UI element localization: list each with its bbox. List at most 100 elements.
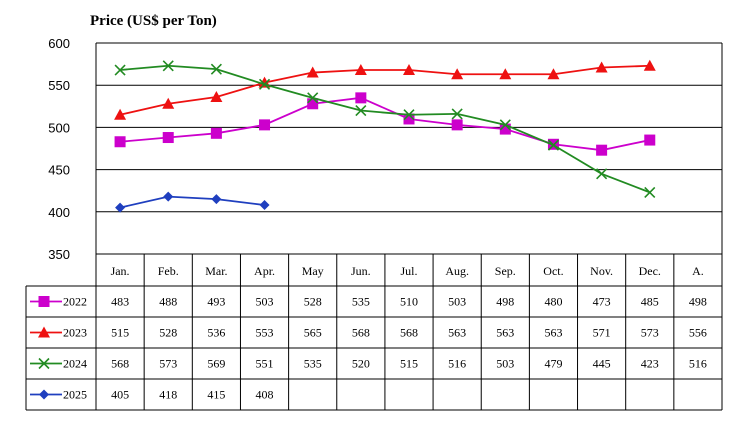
- table-cell-value: 418: [159, 388, 177, 402]
- table-cell-value: 573: [641, 326, 659, 340]
- data-point-2025: [259, 200, 270, 211]
- series-line-2022: [119, 96, 650, 152]
- legend-entry-2025: 2025: [30, 388, 87, 402]
- category-label: Mar.: [205, 264, 227, 278]
- series-line-2023: [119, 64, 650, 116]
- table-cell-value: 480: [544, 295, 562, 309]
- table-cell-value: 520: [352, 357, 370, 371]
- table-cell-value: 568: [111, 357, 129, 371]
- data-point-2023: [547, 68, 560, 80]
- table-cell-value: 563: [448, 326, 466, 340]
- data-point-2023: [306, 66, 319, 78]
- legend-label: 2024: [63, 357, 87, 371]
- series-line-2025: [119, 195, 265, 209]
- table-cell-value: 503: [496, 357, 514, 371]
- legend-entry-2022: 2022: [30, 295, 87, 309]
- y-tick-label: 550: [48, 78, 70, 93]
- data-point-2023: [114, 108, 127, 120]
- data-point-2023: [595, 61, 608, 73]
- data-point-2024: [596, 168, 608, 180]
- data-point-2025: [211, 194, 222, 205]
- table-cell-value: 510: [400, 295, 418, 309]
- table-cell-value: 445: [593, 357, 611, 371]
- data-point-2024: [307, 92, 319, 104]
- data-point-2022: [307, 98, 319, 110]
- table-cell-value: 405: [111, 388, 129, 402]
- table-cell-value: 573: [159, 357, 177, 371]
- data-point-2022: [259, 119, 271, 131]
- table-cell-value: 528: [304, 295, 322, 309]
- data-point-2023: [403, 64, 415, 76]
- legend-marker: [39, 389, 49, 400]
- data-point-2022: [596, 144, 608, 156]
- category-label: Jun.: [351, 264, 371, 278]
- data-point-2024: [499, 119, 511, 131]
- data-point-2023: [499, 68, 512, 80]
- table-cell-value: 473: [593, 295, 611, 309]
- data-point-2024: [451, 108, 463, 120]
- table-cell-value: 568: [352, 326, 370, 340]
- series-2023: [114, 59, 656, 120]
- legend-marker: [38, 296, 50, 307]
- category-label: Dec.: [639, 264, 661, 278]
- legend-label: 2025: [63, 388, 87, 402]
- table-cell-value: 485: [641, 295, 659, 309]
- data-point-2022: [355, 92, 367, 104]
- data-point-2023: [643, 59, 656, 71]
- chart-title: Price (US$ per Ton): [90, 13, 217, 29]
- table-cell-value: 516: [689, 357, 707, 371]
- table-cell-value: 551: [256, 357, 274, 371]
- category-label: Sep.: [495, 264, 516, 278]
- table-cell-value: 503: [448, 295, 466, 309]
- table-cell-value: 536: [207, 326, 225, 340]
- category-label: Apr.: [254, 264, 275, 278]
- data-point-2022: [210, 127, 222, 139]
- category-label: A.: [692, 264, 704, 278]
- category-label: Oct.: [543, 264, 563, 278]
- y-tick-label: 600: [48, 36, 70, 51]
- data-point-2023: [162, 97, 175, 109]
- data-point-2022: [162, 132, 174, 144]
- series-2025: [115, 191, 270, 213]
- y-tick-label: 400: [48, 205, 70, 220]
- table-cell-value: 563: [544, 326, 562, 340]
- data-point-2024: [258, 78, 271, 90]
- data-point-2022: [403, 113, 415, 125]
- y-tick-label: 350: [48, 247, 70, 262]
- table-cell-value: 563: [496, 326, 514, 340]
- data-point-2024: [547, 139, 560, 151]
- y-tick-label: 500: [48, 120, 70, 135]
- table-cell-value: 535: [352, 295, 370, 309]
- category-label: Feb.: [158, 264, 179, 278]
- table-cell-value: 568: [400, 326, 418, 340]
- table-cell-value: 498: [689, 295, 707, 309]
- table-cell-value: 556: [689, 326, 707, 340]
- data-point-2025: [163, 191, 174, 202]
- table-cell-value: 515: [111, 326, 129, 340]
- data-point-2023: [210, 91, 223, 103]
- data-point-2022: [644, 134, 656, 146]
- legend-label: 2023: [63, 326, 87, 340]
- data-point-2023: [451, 68, 464, 80]
- table-cell-value: 535: [304, 357, 322, 371]
- series-2024: [114, 60, 656, 198]
- series-line-2024: [119, 64, 651, 194]
- legend-marker: [38, 326, 50, 338]
- table-cell-value: 493: [207, 295, 225, 309]
- table-cell-value: 483: [111, 295, 129, 309]
- category-label: Nov.: [590, 264, 613, 278]
- data-point-2024: [114, 64, 126, 76]
- data-point-2024: [644, 186, 656, 198]
- table-cell-value: 408: [256, 388, 274, 402]
- table-cell-value: 569: [207, 357, 225, 371]
- data-point-2024: [162, 60, 174, 72]
- table-cell-value: 516: [448, 357, 466, 371]
- legend-marker: [38, 357, 50, 370]
- category-label: May: [302, 264, 324, 278]
- table-cell-value: 498: [496, 295, 514, 309]
- category-label: Jan.: [111, 264, 130, 278]
- y-tick-label: 450: [48, 163, 70, 178]
- data-point-2025: [115, 202, 126, 213]
- data-point-2022: [499, 123, 511, 135]
